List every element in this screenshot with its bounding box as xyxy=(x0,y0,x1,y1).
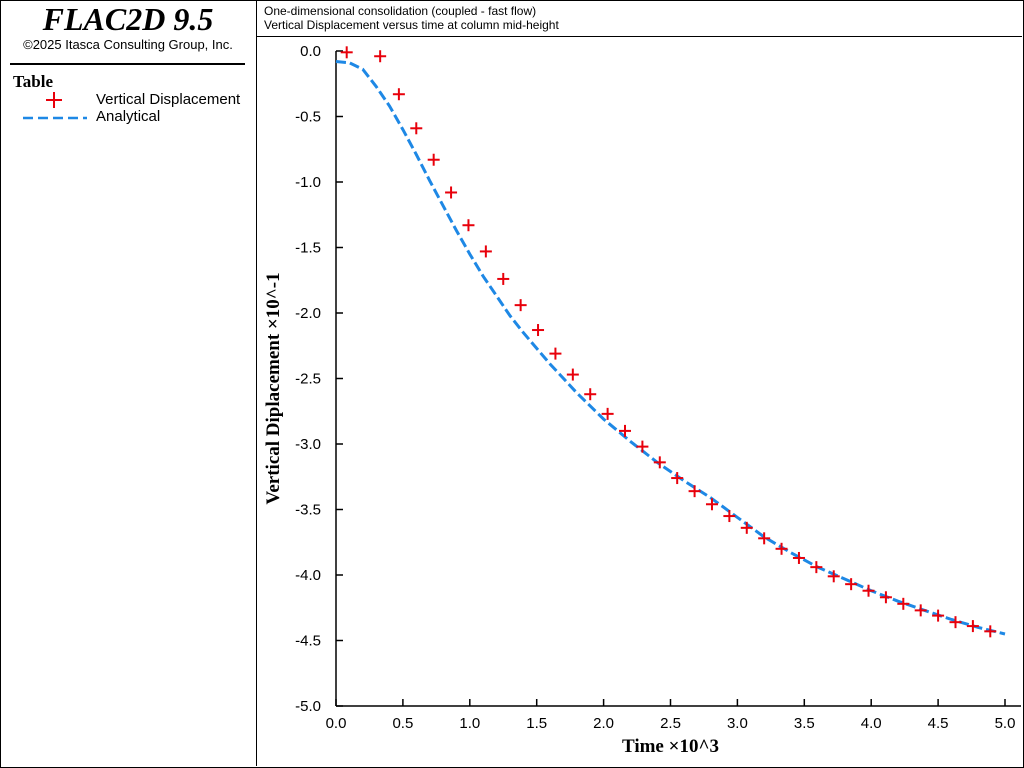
legend-label: Analytical xyxy=(96,108,161,125)
vertical-displacement-point xyxy=(932,609,945,622)
x-tick-label: 0.5 xyxy=(392,715,413,732)
vertical-displacement-point xyxy=(688,485,701,498)
y-tick-label: -3.0 xyxy=(295,436,321,453)
vertical-displacement-point xyxy=(897,597,910,610)
vertical-displacement-point xyxy=(984,625,997,638)
vertical-displacement-point xyxy=(340,46,353,59)
vertical-displacement-point xyxy=(845,578,858,591)
y-tick-label: -4.5 xyxy=(295,633,321,650)
vertical-displacement-point xyxy=(862,584,875,597)
y-tick-label: -2.0 xyxy=(295,305,321,322)
vertical-displacement-point xyxy=(462,219,475,232)
vertical-displacement-point xyxy=(479,245,492,258)
plot-area[interactable]: 0.0 0.5 1.0 1.5 2.0 2.5 3.0 3.5 4.0 4.5 5.0 0.0 -0.5… xyxy=(257,37,1022,766)
x-tick-label: 4.0 xyxy=(861,715,882,732)
dashed-line-icon xyxy=(23,116,87,120)
x-tick-label: 0.0 xyxy=(326,715,347,732)
vertical-displacement-point xyxy=(723,510,736,523)
x-tick-label: 1.0 xyxy=(459,715,480,732)
vertical-displacement-point xyxy=(427,153,440,166)
data-series xyxy=(335,46,1006,638)
x-axis-title: Time ×10^3 xyxy=(622,736,719,757)
vertical-displacement-point xyxy=(810,561,823,574)
x-tick-label: 2.0 xyxy=(593,715,614,732)
vertical-displacement-point xyxy=(549,347,562,360)
plot-header: One-dimensional consolidation (coupled -… xyxy=(257,0,1022,37)
app-title: FLAC2D 9.5 xyxy=(42,1,214,37)
y-tick-label: -4.0 xyxy=(295,567,321,584)
legend-panel: FLAC2D 9.5 ©2025 Itasca Consulting Group… xyxy=(0,0,257,766)
y-tick-label: 0.0 xyxy=(300,43,321,60)
vertical-displacement-point xyxy=(705,498,718,511)
vertical-displacement-point xyxy=(792,551,805,564)
plot-subtitle: Vertical Displacement versus time at col… xyxy=(264,18,559,32)
legend-heading: Table xyxy=(13,72,54,91)
vertical-displacement-point xyxy=(827,570,840,583)
analytical-series-line xyxy=(335,60,1006,636)
x-tick-label: 3.0 xyxy=(727,715,748,732)
vertical-displacement-point xyxy=(966,620,979,633)
y-tick-label: -1.5 xyxy=(295,240,321,257)
vertical-displacement-point xyxy=(601,407,614,420)
vertical-displacement-point xyxy=(671,472,684,485)
copyright-notice: ©2025 Itasca Consulting Group, Inc. xyxy=(23,37,233,52)
vertical-displacement-point xyxy=(758,532,771,545)
vertical-displacement-point xyxy=(740,521,753,534)
vertical-displacement-point xyxy=(879,591,892,604)
vertical-displacement-point xyxy=(514,299,527,312)
vertical-displacement-point xyxy=(392,88,405,101)
vertical-displacement-point xyxy=(636,440,649,453)
x-tick-label: 1.5 xyxy=(526,715,547,732)
y-tick-label: -5.0 xyxy=(295,698,321,715)
plot-title: One-dimensional consolidation (coupled -… xyxy=(264,4,537,18)
vertical-displacement-point xyxy=(914,604,927,617)
y-tick-label: -1.0 xyxy=(295,174,321,191)
vertical-displacement-point xyxy=(619,424,632,437)
vertical-displacement-point xyxy=(374,50,387,63)
title-divider xyxy=(10,63,245,65)
vertical-displacement-point xyxy=(566,368,579,381)
vertical-displacement-point xyxy=(775,542,788,555)
x-tick-label: 3.5 xyxy=(794,715,815,732)
plus-marker-icon xyxy=(46,92,62,108)
vertical-displacement-point xyxy=(532,324,545,337)
legend-label: Vertical Displacement xyxy=(96,91,241,108)
y-tick-label: -3.5 xyxy=(295,502,321,519)
vertical-displacement-point xyxy=(584,388,597,401)
x-tick-label: 5.0 xyxy=(995,715,1016,732)
vertical-displacement-point xyxy=(410,122,423,135)
axes: 0.0 0.5 1.0 1.5 2.0 2.5 3.0 3.5 4.0 4.5 5.0 0.0 -0.5… xyxy=(295,43,1021,732)
y-axis-title: Vertical Diplacement ×10^-1 xyxy=(263,272,284,504)
x-tick-label: 2.5 xyxy=(660,715,681,732)
vertical-displacement-point xyxy=(445,186,458,199)
vertical-displacement-point xyxy=(949,616,962,629)
y-tick-label: -2.5 xyxy=(295,371,321,388)
x-tick-label: 4.5 xyxy=(928,715,949,732)
vertical-displacement-point xyxy=(653,456,666,469)
y-tick-label: -0.5 xyxy=(295,109,321,126)
vertical-displacement-point xyxy=(497,272,510,285)
